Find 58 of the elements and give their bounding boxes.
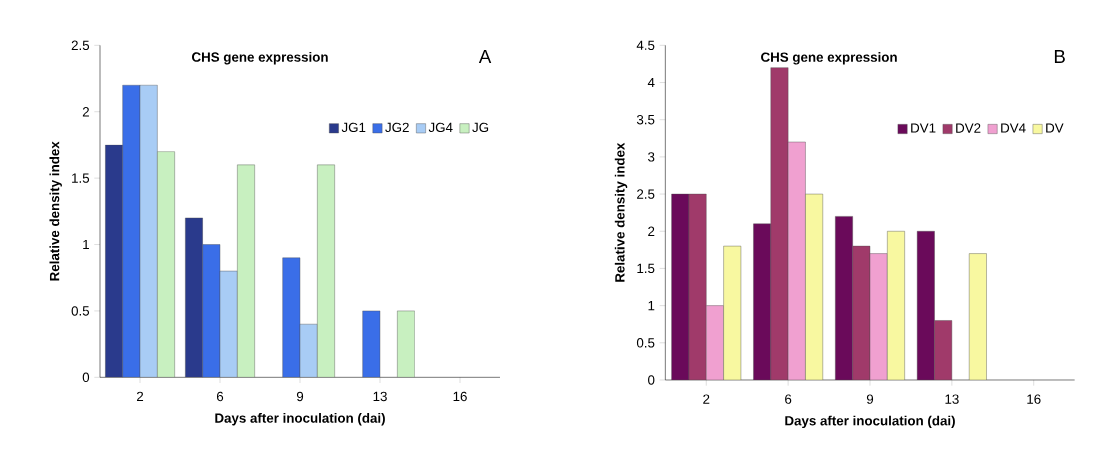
x-tick-label: 9 xyxy=(296,391,304,402)
x-tick-label: 13 xyxy=(373,391,387,402)
y-tick-label: 4 xyxy=(647,77,655,88)
x-tick-label: 2 xyxy=(136,391,144,402)
legend-label: JG1 xyxy=(341,122,366,133)
bar xyxy=(397,310,415,378)
x-axis-title: Days after inoculation (dai) xyxy=(785,415,955,429)
x-tick-label: 16 xyxy=(453,391,467,402)
x-tick-label: 6 xyxy=(785,394,792,404)
x-tick-label: 9 xyxy=(866,394,874,404)
bar xyxy=(671,193,690,380)
x-tick-label: 2 xyxy=(703,394,710,404)
y-tick-label: 0.5 xyxy=(636,338,655,348)
bar xyxy=(835,216,853,380)
y-tick-label: 2 xyxy=(82,107,89,117)
legend-label: JG2 xyxy=(385,122,409,133)
y-tick-label: 1 xyxy=(648,301,655,311)
x-tick-label: 13 xyxy=(945,394,959,404)
y-tick-label: 2.5 xyxy=(71,40,90,51)
bar xyxy=(968,253,987,380)
legend-label: JG4 xyxy=(428,122,453,133)
legend-label: DV2 xyxy=(956,123,981,133)
y-tick-label: 0.5 xyxy=(71,306,90,316)
y-tick-label: 1.5 xyxy=(72,173,90,183)
y-tick-label: 0 xyxy=(648,375,655,385)
y-tick-label: 2.5 xyxy=(637,189,655,199)
annotation: A xyxy=(478,50,492,63)
bar xyxy=(122,84,141,378)
chart-title: CHS gene expression xyxy=(761,52,897,65)
bar xyxy=(787,141,806,380)
bar xyxy=(916,231,935,380)
legend-label: DV4 xyxy=(1001,123,1026,133)
annotation: B xyxy=(1054,50,1065,63)
bar xyxy=(202,244,221,378)
bar xyxy=(753,223,771,380)
x-axis-title: Days after inoculation (dai) xyxy=(215,412,385,426)
y-tick-label: 0 xyxy=(82,372,90,383)
y-tick-label: 3.5 xyxy=(636,114,655,125)
chart-title: CHS gene expression xyxy=(192,52,328,65)
y-tick-label: 4.5 xyxy=(636,40,655,50)
legend-label: DV1 xyxy=(911,123,936,133)
bar xyxy=(723,245,742,380)
legend-label: JG xyxy=(472,122,489,133)
bar xyxy=(362,310,381,378)
x-tick-label: 16 xyxy=(1027,394,1041,404)
legend-label: DV xyxy=(1046,123,1064,133)
y-tick-label: 1.5 xyxy=(637,263,655,274)
x-tick-label: 6 xyxy=(216,391,224,402)
bar xyxy=(887,231,905,380)
y-tick-label: 2 xyxy=(648,226,655,236)
y-axis-title: Relative density index xyxy=(49,141,62,281)
bar xyxy=(706,305,724,380)
y-axis-title: Relative density index xyxy=(614,142,628,282)
y-tick-label: 1 xyxy=(83,239,89,250)
bar xyxy=(869,253,888,380)
bar xyxy=(805,193,823,380)
bar xyxy=(282,257,301,378)
y-tick-label: 3 xyxy=(648,152,655,162)
